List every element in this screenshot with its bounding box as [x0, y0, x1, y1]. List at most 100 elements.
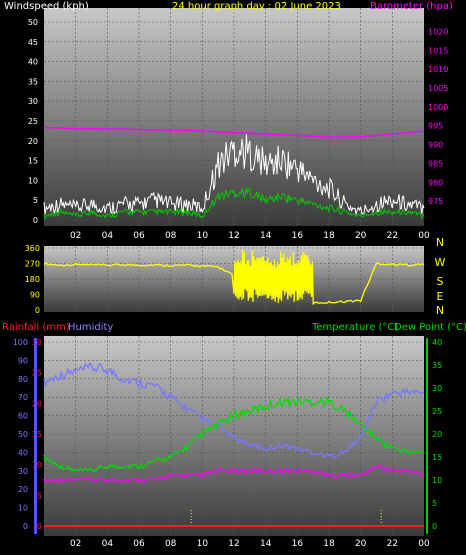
- humidity-axis-title: Humidity: [68, 322, 113, 333]
- rainfall-tick-label: 0: [37, 522, 42, 531]
- direction-tick-label: 270: [25, 260, 40, 269]
- direction-tick-label: 360: [25, 244, 40, 253]
- barometer-tick-label: 985: [428, 159, 443, 168]
- wind-direction-line: [43, 249, 425, 306]
- windspeed-tick-label: 45: [28, 38, 38, 47]
- temp-x-tick-label: 14: [260, 539, 272, 549]
- temperature-tick-labels: 0 5 10 15 20 25 30 35 40: [432, 338, 442, 531]
- barometer-tick-label: 995: [428, 122, 443, 131]
- direction-tick-labels: 0 90 180 270 360: [25, 244, 40, 315]
- windspeed-gust-line: [43, 134, 425, 215]
- humidity-tick-label: 20: [18, 485, 28, 494]
- compass-letter: S: [437, 275, 444, 288]
- temperature-tick-label: 25: [432, 407, 442, 416]
- wind-x-tick-label: 00: [418, 231, 430, 241]
- dewpoint-line: [43, 464, 425, 484]
- temp-chart-x-tick-labels: 02 04 06 08 10 12 14 16 18 20 22 00: [70, 539, 430, 549]
- temperature-tick-label: 15: [432, 453, 442, 462]
- direction-chart-lines: [43, 249, 425, 306]
- dewpoint-axis-title: Dew Point (°C): [394, 322, 466, 333]
- temperature-line: [43, 395, 425, 473]
- temperature-tick-label: 40: [432, 338, 442, 347]
- temp-x-tick-label: 00: [418, 539, 430, 549]
- windspeed-tick-label: 10: [28, 176, 38, 185]
- wind-x-tick-label: 18: [323, 231, 335, 241]
- windspeed-tick-label: 35: [28, 77, 38, 86]
- windspeed-tick-label: 50: [28, 18, 38, 27]
- windspeed-tick-label: 30: [28, 97, 38, 106]
- wind-x-tick-label: 20: [355, 231, 367, 241]
- barometer-line: [43, 126, 425, 138]
- rainfall-tick-label: 5: [37, 491, 42, 500]
- temp-x-tick-label: 12: [228, 539, 239, 549]
- humidity-tick-label: 50: [18, 430, 28, 439]
- wind-x-tick-label: 04: [102, 231, 114, 241]
- compass-letter: E: [437, 290, 444, 303]
- temp-x-tick-label: 08: [165, 539, 177, 549]
- temp-x-tick-label: 02: [70, 539, 81, 549]
- windspeed-tick-label: 0: [33, 216, 38, 225]
- humidity-tick-label: 30: [18, 467, 28, 476]
- compass-letter: N: [436, 304, 444, 317]
- temperature-tick-label: 0: [432, 522, 437, 531]
- temperature-tick-label: 10: [432, 476, 442, 485]
- wind-x-tick-label: 12: [228, 231, 239, 241]
- temperature-axis-bar: [426, 338, 428, 534]
- wind-chart-grid: [44, 8, 424, 226]
- windspeed-average-line: [43, 187, 425, 220]
- wind-chart-lines: [43, 126, 425, 220]
- temp-x-tick-label: 06: [133, 539, 145, 549]
- humidity-tick-label: 0: [23, 522, 28, 531]
- humidity-tick-label: 100: [13, 338, 28, 347]
- humidity-tick-label: 40: [18, 448, 28, 457]
- barometer-tick-labels: 975 980 985 990 995 1000 1005 1010 1015 1020: [428, 27, 448, 206]
- barometer-tick-label: 1020: [428, 27, 448, 36]
- wind-x-tick-label: 22: [387, 231, 398, 241]
- barometer-tick-label: 990: [428, 141, 443, 150]
- humidity-tick-label: 90: [18, 356, 28, 365]
- temp-x-tick-label: 20: [355, 539, 367, 549]
- windspeed-tick-label: 5: [33, 196, 38, 205]
- temp-x-tick-label: 16: [292, 539, 304, 549]
- direction-tick-label: 90: [30, 291, 40, 300]
- barometer-axis-title: Barometer (hpa): [370, 1, 453, 12]
- windspeed-axis-title: Windspeed (kph): [4, 1, 89, 12]
- temperature-tick-label: 35: [432, 361, 442, 370]
- direction-tick-label: 0: [35, 306, 40, 315]
- windspeed-tick-label: 20: [28, 137, 38, 146]
- humidity-line: [43, 361, 425, 459]
- wind-chart-x-tick-labels: 02 04 06 08 10 12 14 16 18 20 22 00: [70, 231, 430, 241]
- barometer-tick-label: 1005: [428, 84, 448, 93]
- windspeed-tick-labels: 0 5 10 15 20 25 30 35 40 45 50: [28, 18, 38, 225]
- temperature-humidity-chart: 0 10 20 30 40 50 60 70 80 90 100 0 5 10 15 20 25 30 0 5 10…: [2, 322, 466, 549]
- barometer-tick-label: 1010: [428, 65, 448, 74]
- humidity-tick-label: 10: [18, 504, 28, 513]
- humidity-tick-labels: 0 10 20 30 40 50 60 70 80 90 100: [13, 338, 28, 531]
- temp-x-tick-label: 10: [197, 539, 209, 549]
- windspeed-tick-label: 25: [28, 117, 38, 126]
- barometer-tick-label: 1000: [428, 103, 448, 112]
- humidity-tick-label: 60: [18, 412, 28, 421]
- rainfall-axis-title: Rainfall (mm): [2, 322, 70, 333]
- temperature-axis-title: Temperature (°C): [311, 322, 398, 333]
- barometer-tick-label: 1015: [428, 46, 448, 55]
- wind-x-tick-label: 02: [70, 231, 81, 241]
- temp-x-tick-label: 18: [323, 539, 335, 549]
- humidity-tick-label: 80: [18, 375, 28, 384]
- windspeed-tick-label: 15: [28, 157, 38, 166]
- temperature-tick-label: 20: [432, 430, 442, 439]
- humidity-tick-label: 70: [18, 393, 28, 402]
- direction-tick-label: 180: [25, 275, 40, 284]
- wind-x-tick-label: 06: [133, 231, 145, 241]
- wind-x-tick-label: 10: [197, 231, 209, 241]
- barometer-tick-label: 980: [428, 178, 443, 187]
- wind-x-tick-label: 16: [292, 231, 304, 241]
- temperature-tick-label: 5: [432, 499, 437, 508]
- chart-title: 24 hour graph day : 02 June 2023: [172, 1, 341, 12]
- windspeed-tick-label: 40: [28, 58, 38, 67]
- wind-x-tick-label: 08: [165, 231, 177, 241]
